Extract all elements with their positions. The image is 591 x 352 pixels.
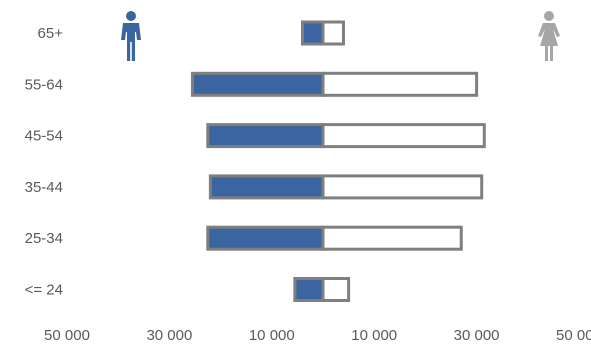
category-label: 35-44 bbox=[25, 179, 63, 196]
x-tick-label: 30 000 bbox=[146, 327, 192, 344]
bar-left-4 bbox=[206, 225, 325, 251]
category-label: 45-54 bbox=[25, 128, 63, 145]
bar-left-2 bbox=[206, 123, 325, 149]
bar-right-2 bbox=[321, 123, 486, 149]
bar-right-5 bbox=[321, 277, 351, 302]
bar-left-1 bbox=[190, 71, 325, 97]
bars-layer bbox=[190, 20, 486, 302]
x-tick-label: 50 000 bbox=[556, 327, 591, 344]
category-label: 25-34 bbox=[25, 230, 63, 247]
category-labels: 65+ 55-64 45-54 35-44 25-34 <= 24 bbox=[25, 25, 64, 299]
bar-right-4 bbox=[321, 225, 463, 251]
bar-right-3 bbox=[321, 174, 484, 200]
female-icon bbox=[538, 11, 560, 61]
x-tick-label: 10 000 bbox=[249, 327, 295, 344]
bar-left-5 bbox=[293, 277, 325, 302]
x-tick-labels: 50 000 30 000 10 000 10 000 30 000 50 000 bbox=[44, 327, 591, 344]
bar-right-0 bbox=[321, 20, 345, 46]
category-label: <= 24 bbox=[25, 282, 63, 299]
x-tick-label: 10 000 bbox=[351, 327, 397, 344]
male-icon bbox=[121, 11, 141, 61]
category-label: 55-64 bbox=[25, 76, 63, 93]
bar-left-0 bbox=[301, 20, 325, 46]
x-tick-label: 30 000 bbox=[454, 327, 500, 344]
bar-right-1 bbox=[321, 71, 479, 97]
bar-left-3 bbox=[208, 174, 325, 200]
x-tick-label: 50 000 bbox=[44, 327, 90, 344]
category-label: 65+ bbox=[38, 25, 64, 42]
